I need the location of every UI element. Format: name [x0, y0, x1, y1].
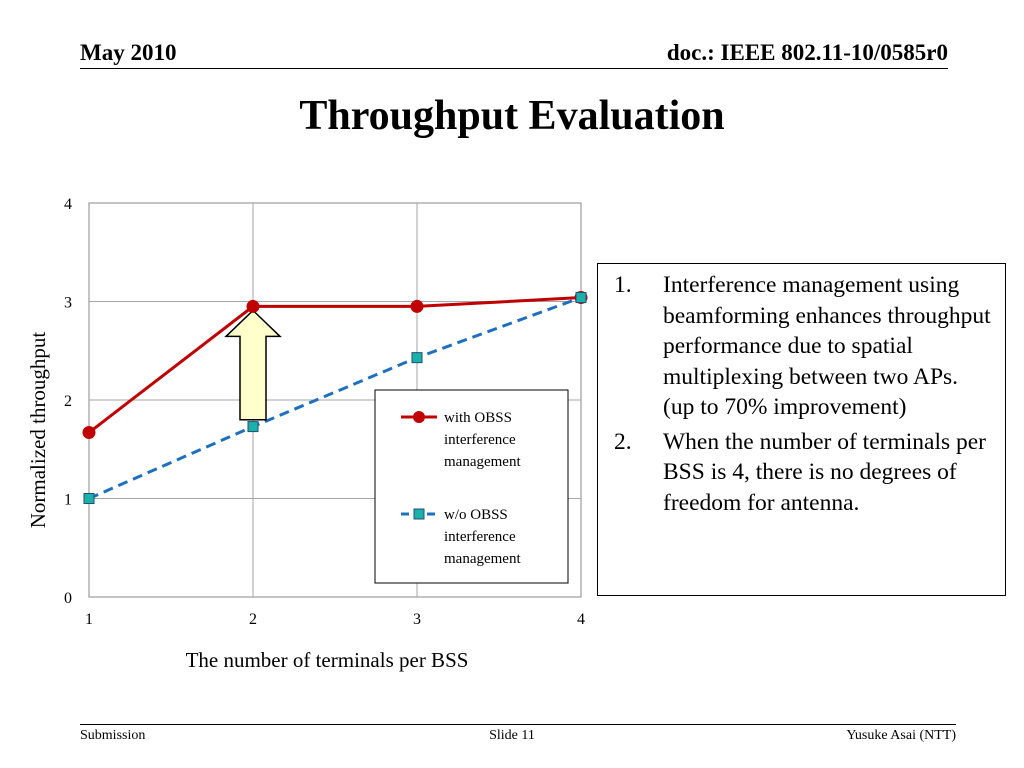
y-axis-label: Normalized throughput	[26, 332, 50, 529]
x-tick-label: 3	[413, 611, 421, 628]
note-item-1: 1. Interference management using beamfor…	[598, 270, 995, 423]
legend-label: management	[444, 454, 521, 470]
x-tick-label: 1	[85, 611, 93, 628]
chart-legend: with OBSS interference management w/o OBSS i…	[374, 389, 569, 584]
series-1-point	[82, 426, 96, 440]
note-number: 1.	[614, 272, 632, 298]
note-text: Interference management using beamformin…	[663, 272, 991, 420]
series-2-point	[411, 352, 423, 364]
legend-label: management	[444, 551, 521, 567]
x-axis-label: The number of terminals per BSS	[186, 648, 469, 672]
series-2-point	[83, 493, 95, 504]
header-rule	[80, 68, 948, 69]
header-date: May 2010	[80, 40, 177, 65]
legend-label: w/o OBSS	[444, 507, 508, 523]
series-line-1	[88, 296, 582, 434]
legend-swatch-marker	[413, 411, 425, 423]
series-1-point	[410, 299, 424, 313]
legend-label: interference	[444, 529, 516, 545]
y-tick-label: 3	[64, 295, 72, 312]
x-tick-label: 4	[577, 611, 585, 628]
note-text: When the number of terminals per BSS is …	[663, 428, 987, 516]
notes-box: 1. Interference management using beamfor…	[597, 263, 1006, 596]
x-tick-label: 2	[249, 611, 257, 628]
header-doc-id: doc.: IEEE 802.11-10/0585r0	[666, 40, 948, 65]
footer-submission: Submission	[80, 728, 146, 743]
y-tick-label: 0	[64, 590, 72, 607]
notes-list: 1. Interference management using beamfor…	[598, 264, 1005, 518]
series-2-point	[247, 421, 259, 433]
note-number: 2.	[614, 428, 632, 455]
note-item-2: 2. When the number of terminals per BSS …	[598, 427, 995, 519]
footer-author: Yusuke Asai (NTT)	[846, 728, 956, 743]
improvement-arrow-icon	[224, 309, 282, 421]
footer-rule	[80, 724, 956, 725]
y-tick-label: 4	[64, 196, 72, 213]
legend-label: with OBSS	[444, 410, 512, 426]
slide-title: Throughput Evaluation	[299, 93, 725, 139]
legend-box	[374, 389, 569, 584]
y-tick-label: 1	[64, 492, 72, 509]
y-tick-label: 2	[64, 393, 72, 410]
series-2-point	[575, 292, 587, 304]
legend-swatch-marker	[413, 508, 425, 520]
footer-slide-number: Slide 11	[489, 728, 535, 743]
series-1-point	[246, 299, 260, 313]
series-line-2	[88, 296, 582, 500]
legend-label: interference	[444, 432, 516, 448]
